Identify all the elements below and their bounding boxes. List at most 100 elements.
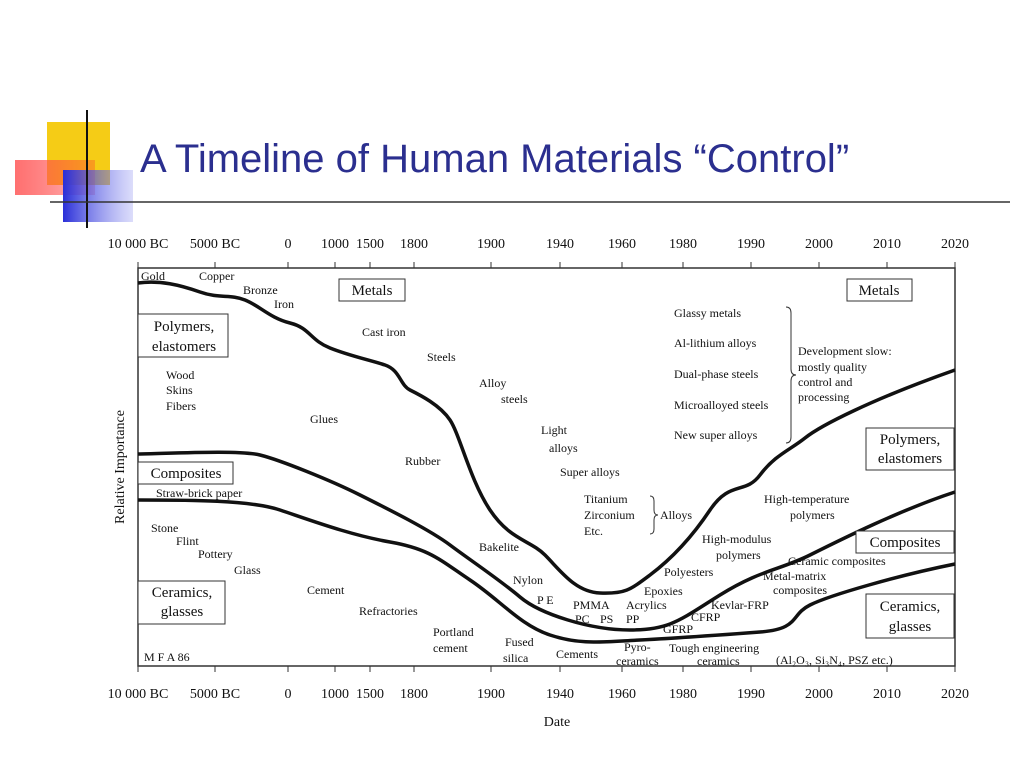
annotation: Cast iron: [362, 325, 406, 339]
annotation: mostly quality: [798, 360, 867, 374]
annotation: Ceramics,: [880, 599, 940, 615]
x-tick-label: 1980: [669, 687, 697, 702]
annotation: Development slow:: [798, 344, 892, 358]
annotation: elastomers: [878, 451, 942, 467]
annotation: ceramics: [616, 654, 659, 668]
annotation: PMMA: [573, 598, 610, 612]
label-box: [846, 278, 913, 302]
ceramics-curve: [137, 498, 956, 644]
annotation: cement: [433, 641, 468, 655]
annotation: High-temperature: [764, 492, 849, 506]
slide-title: A Timeline of Human Materials “Control”: [140, 137, 849, 181]
x-tick-label: 1990: [737, 237, 765, 252]
x-tick-label: 2020: [941, 237, 969, 252]
x-tick-label: 2010: [873, 687, 901, 702]
label-box: [137, 461, 234, 485]
x-tick-label: 1900: [477, 687, 505, 702]
x-tick-label: 1900: [477, 237, 505, 252]
annotation: M F A 86: [144, 650, 190, 664]
x-axis-label: Date: [544, 715, 570, 730]
brace: [649, 495, 659, 535]
annotation: Iron: [274, 297, 294, 311]
x-tick-label: 5000 BC: [190, 237, 240, 252]
x-tick-label: 1500: [356, 687, 384, 702]
annotation: Glassy metals: [674, 306, 741, 320]
annotation: Dual-phase steels: [674, 367, 759, 381]
annotation: polymers: [790, 508, 835, 522]
x-tick-label: 1000: [321, 687, 349, 702]
annotation: Cement: [307, 583, 345, 597]
annotation: Bakelite: [479, 540, 519, 554]
annotation: Refractories: [359, 604, 418, 618]
label-box: [137, 313, 229, 358]
label-box: [865, 593, 955, 639]
annotation: Titanium: [584, 492, 628, 506]
annotation: Kevlar-FRP: [711, 598, 769, 612]
annotation: High-modulus: [702, 532, 772, 546]
annotation: Alloys: [660, 508, 692, 522]
annotation: Metal-matrix: [763, 569, 826, 583]
annotation: composites: [773, 583, 827, 597]
annotation: PP: [626, 612, 640, 626]
x-tick-label: 1980: [669, 237, 697, 252]
annotation: Ceramic composites: [788, 554, 886, 568]
x-tick-label: 1940: [546, 687, 574, 702]
polymers-curve: [137, 450, 956, 632]
annotation: silica: [503, 651, 529, 665]
annotation: processing: [798, 390, 849, 404]
x-tick-label: 1960: [608, 687, 636, 702]
annotation: Wood: [166, 368, 194, 382]
annotation: Flint: [176, 534, 199, 548]
annotation: P E: [537, 593, 554, 607]
x-tick-label: 0: [285, 237, 292, 252]
annotation: Microalloyed steels: [674, 398, 769, 412]
annotation: Metals: [859, 283, 900, 299]
annotation: Rubber: [405, 454, 440, 468]
annotation: Composites: [870, 535, 941, 551]
annotation: GFRP: [663, 622, 693, 636]
annotation: Polymers,: [154, 319, 214, 335]
annotation: Gold: [141, 269, 165, 283]
annotation: Zirconium: [584, 508, 635, 522]
annotation: Fibers: [166, 399, 196, 413]
annotation: Skins: [166, 383, 193, 397]
metals-curve: [137, 280, 956, 595]
x-tick-label: 1000: [321, 237, 349, 252]
annotation: Composites: [151, 466, 222, 482]
annotation: Copper: [199, 269, 234, 283]
annotation: Etc.: [584, 524, 603, 538]
x-tick-label: 1500: [356, 237, 384, 252]
annotation: ceramics: [697, 654, 740, 668]
annotation: PC: [575, 612, 590, 626]
decor-blue: [63, 170, 133, 222]
x-tick-label: 2000: [805, 237, 833, 252]
annotation: New super alloys: [674, 428, 758, 442]
x-tick-label: 1960: [608, 237, 636, 252]
x-tick-label: 10 000 BC: [108, 687, 169, 702]
x-tick-label: 5000 BC: [190, 687, 240, 702]
x-tick-label: 1990: [737, 687, 765, 702]
annotation: Pyro-: [624, 640, 651, 654]
annotation: Steels: [427, 350, 456, 364]
annotation: PS: [600, 612, 613, 626]
annotation: glasses: [889, 619, 932, 635]
annotation: Pottery: [198, 547, 233, 561]
x-tick-label: 1800: [400, 237, 428, 252]
annotation: (Al₂O₃, Si₃N₄, PSZ etc.): [776, 653, 893, 667]
annotation: Tough engineering: [669, 641, 759, 655]
x-tick-label: 0: [285, 687, 292, 702]
label-box: [855, 530, 955, 554]
annotation: Glues: [310, 412, 338, 426]
annotation: Stone: [151, 521, 178, 535]
annotation: Acrylics: [626, 598, 667, 612]
annotation: Glass: [234, 563, 261, 577]
annotation: Nylon: [513, 573, 543, 587]
annotation: elastomers: [152, 339, 216, 355]
annotation: Straw-brick paper: [156, 486, 242, 500]
annotation: Epoxies: [644, 584, 683, 598]
x-tick-label: 2020: [941, 687, 969, 702]
annotation: steels: [501, 392, 528, 406]
annotation: Light: [541, 423, 568, 437]
annotation: alloys: [549, 441, 578, 455]
